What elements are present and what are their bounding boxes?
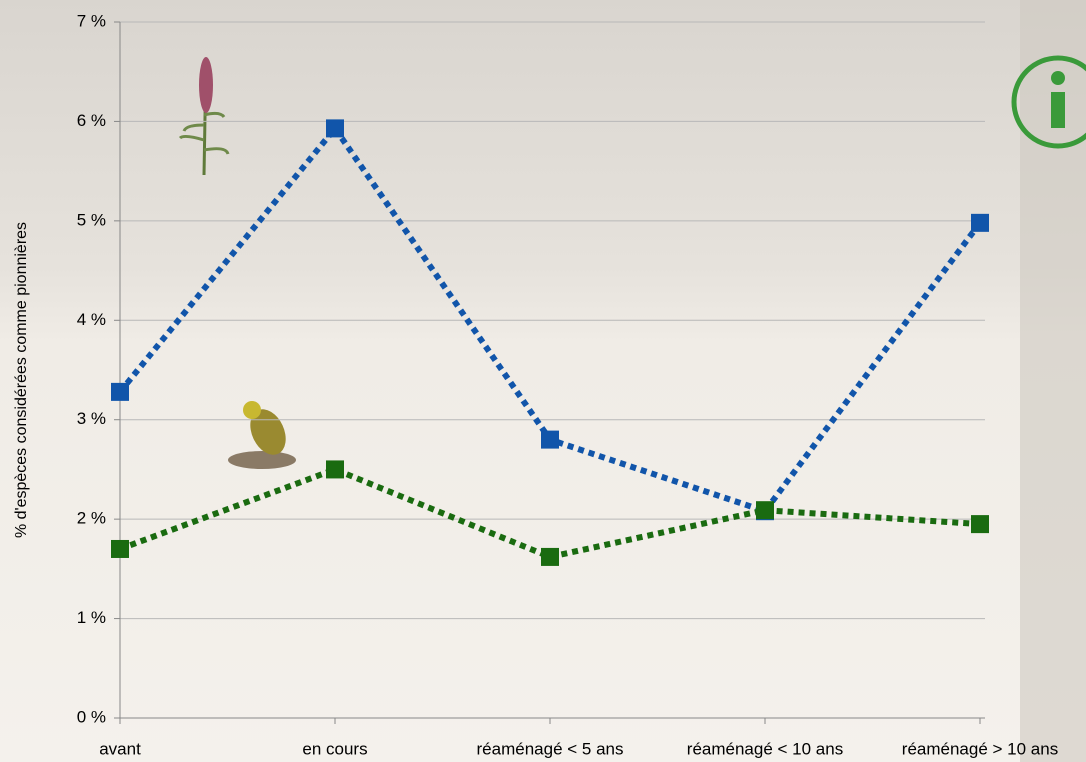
point-marker xyxy=(971,515,989,534)
y-tick-label: 1 % xyxy=(77,608,106,627)
x-tick-label: réaménagé < 10 ans xyxy=(687,739,843,758)
info-icon[interactable] xyxy=(1011,55,1086,149)
point-marker xyxy=(111,539,129,558)
x-tick-label: réaménagé > 10 ans xyxy=(902,739,1058,758)
x-tick-label: réaménagé < 5 ans xyxy=(477,739,624,758)
series-line xyxy=(118,466,981,561)
y-tick-label: 7 % xyxy=(77,11,106,30)
y-tick-label: 4 % xyxy=(77,310,106,329)
point-marker xyxy=(111,382,129,401)
y-tick-label: 0 % xyxy=(77,707,106,726)
x-tick-label: avant xyxy=(99,739,141,758)
y-tick-label: 3 % xyxy=(77,409,106,428)
x-tick-label: en cours xyxy=(302,739,367,758)
point-marker xyxy=(326,119,344,138)
y-tick-label: 5 % xyxy=(77,210,106,229)
y-axis-label: % d'espèces considérées comme pionnières xyxy=(13,222,30,538)
point-marker xyxy=(541,547,559,566)
y-tick-label: 2 % xyxy=(77,509,106,528)
point-marker xyxy=(756,501,774,520)
point-marker xyxy=(971,213,989,232)
bird-icon xyxy=(228,401,296,469)
point-marker xyxy=(326,460,344,479)
point-marker xyxy=(541,430,559,449)
plant-icon xyxy=(178,57,230,176)
y-tick-label: 6 % xyxy=(77,111,106,130)
